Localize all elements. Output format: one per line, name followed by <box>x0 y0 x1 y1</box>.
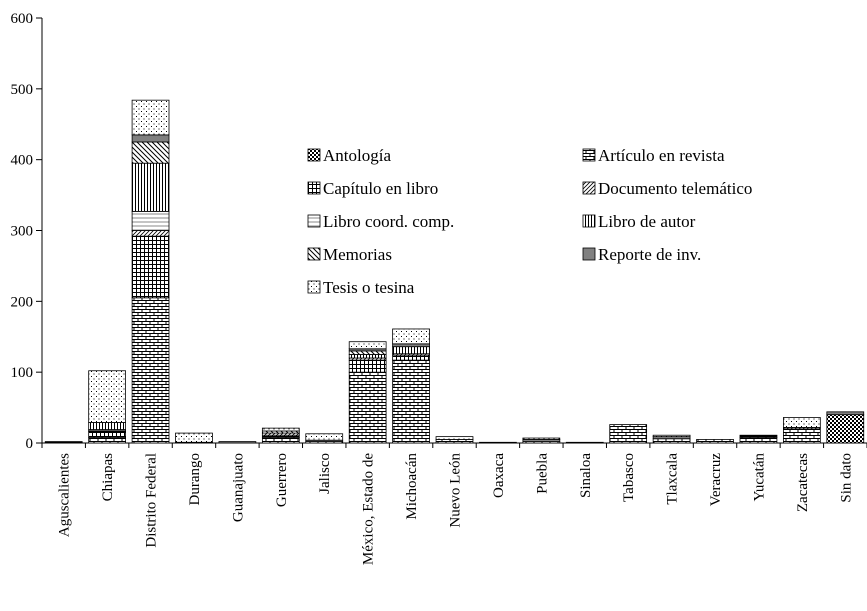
bar-segment <box>783 428 821 444</box>
x-tick-label: México, Estado de <box>361 453 377 565</box>
legend-swatch <box>307 247 321 261</box>
y-tick-label: 0 <box>26 436 34 452</box>
y-tick-label: 200 <box>11 294 34 310</box>
legend-label: Libro coord. comp. <box>323 212 454 231</box>
bar-segment <box>522 437 561 440</box>
bar-segment <box>479 441 517 444</box>
x-tick-label: Sin dato <box>838 453 854 503</box>
legend-swatch <box>582 148 596 162</box>
legend-swatch <box>582 214 596 228</box>
legend-label: Capítulo en libro <box>323 179 438 198</box>
x-tick-label: Michoacán <box>404 453 420 520</box>
x-tick-label: Yucatán <box>751 453 767 502</box>
legend-label: Memorias <box>323 245 392 264</box>
legend-label: Libro de autor <box>598 212 696 231</box>
bar-segment <box>305 433 344 441</box>
x-tick-label: Distrito Federal <box>144 453 160 548</box>
bar-segment <box>652 438 691 444</box>
bar-segment <box>348 341 387 350</box>
legend-swatch <box>307 280 321 294</box>
x-tick-label: Jalisco <box>317 453 333 494</box>
legend-label: Documento telemático <box>598 179 752 198</box>
legend-label: Reporte de inv. <box>598 245 701 264</box>
x-tick-label: Durango <box>187 453 203 506</box>
bar-segment <box>88 370 126 423</box>
bar-segment <box>826 411 865 416</box>
x-tick-label: Nuevo León <box>448 453 464 528</box>
bar-segment <box>131 210 170 231</box>
bar-segment <box>261 436 300 444</box>
bar-segment <box>88 431 126 438</box>
x-tick-label: Puebla <box>534 453 550 494</box>
legend-label: Tesis o tesina <box>323 278 415 297</box>
bar-segment <box>392 343 430 348</box>
bar-segment <box>826 414 865 444</box>
x-tick-label: Guerrero <box>274 453 290 507</box>
bar-segment <box>348 350 387 355</box>
bar-segment <box>44 441 83 443</box>
bar-segment <box>131 297 170 444</box>
x-tick-label: Aguscalientes <box>57 453 73 537</box>
legend-label: Antología <box>323 146 391 165</box>
bar-segment <box>131 235 170 299</box>
bar-segment <box>348 354 387 359</box>
bar-segment <box>392 346 430 355</box>
x-tick-label: Tlaxcala <box>665 453 681 505</box>
bar-segment <box>131 99 170 136</box>
legend-swatch <box>307 214 321 228</box>
bar-segment <box>739 434 778 437</box>
bar-segment <box>392 359 430 444</box>
x-tick-label: Veracruz <box>708 453 724 507</box>
bar-segment <box>783 417 821 428</box>
bar-segment <box>88 436 126 444</box>
bar-segment <box>88 422 126 430</box>
legend-label: Artículo en revista <box>598 146 725 165</box>
bar-segment <box>435 436 474 440</box>
x-tick-label: Tabasco <box>621 453 637 502</box>
x-tick-label: Oaxaca <box>491 453 507 498</box>
bar-segment <box>609 424 648 444</box>
bar-segment <box>218 441 257 444</box>
bar-segment <box>131 162 170 212</box>
bar-segment <box>131 134 170 143</box>
x-tick-label: Zacatecas <box>795 453 811 512</box>
y-tick-label: 500 <box>11 82 34 98</box>
y-tick-label: 400 <box>11 153 34 169</box>
bar-segment <box>392 354 430 361</box>
bar-segment <box>696 439 734 444</box>
y-tick-label: 100 <box>11 365 34 381</box>
bar-segment <box>175 432 213 443</box>
bar-segment <box>131 230 170 237</box>
bar-segment <box>565 441 604 444</box>
legend-swatch <box>582 181 596 195</box>
y-tick-label: 300 <box>11 224 34 240</box>
x-tick-label: Chiapas <box>100 453 116 501</box>
legend-swatch <box>307 148 321 162</box>
bar-segment <box>131 141 170 164</box>
bar-segment <box>348 359 387 373</box>
y-tick-label: 600 <box>11 11 34 27</box>
legend-swatch <box>582 247 596 261</box>
bar-segment <box>392 328 430 345</box>
bar-segment <box>261 427 300 432</box>
x-tick-label: Sinaloa <box>578 453 594 498</box>
legend-swatch <box>307 181 321 195</box>
x-tick-label: Guanajuato <box>230 453 246 522</box>
bar-segment <box>348 371 387 444</box>
bar-segment <box>435 439 474 444</box>
bar-segment <box>652 434 691 438</box>
bar-segment <box>739 436 778 444</box>
